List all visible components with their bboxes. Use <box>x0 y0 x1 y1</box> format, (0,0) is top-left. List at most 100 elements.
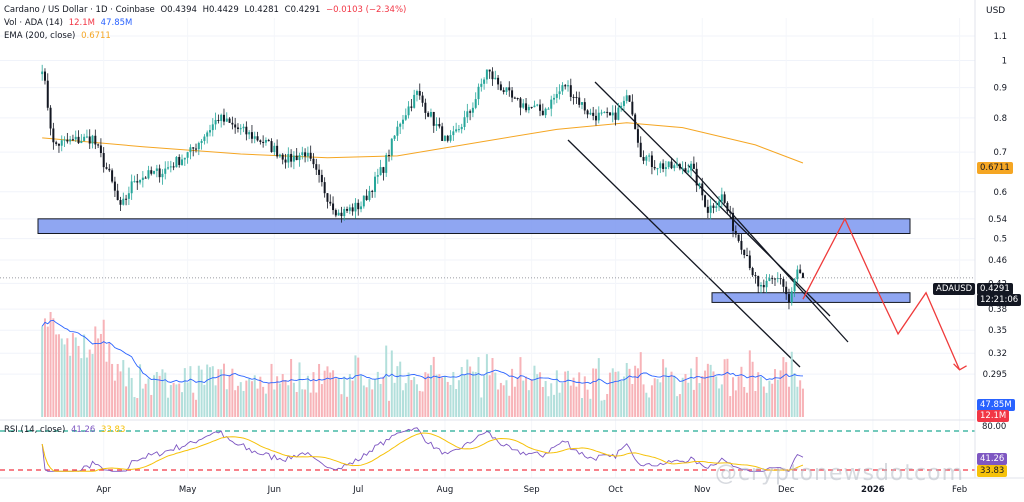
candle-body[interactable] <box>729 211 732 213</box>
candle-body[interactable] <box>292 155 295 162</box>
candle-body[interactable] <box>539 104 542 111</box>
candle-body[interactable] <box>664 167 667 169</box>
candle-body[interactable] <box>234 124 237 128</box>
candle-body[interactable] <box>222 114 225 122</box>
candle-body[interactable] <box>74 136 77 140</box>
candle-body[interactable] <box>66 139 69 142</box>
candle-body[interactable] <box>491 71 494 80</box>
candle-body[interactable] <box>259 140 262 142</box>
candle-body[interactable] <box>326 193 329 202</box>
candle-body[interactable] <box>718 201 721 207</box>
candle-body[interactable] <box>203 136 206 141</box>
candle-body[interactable] <box>382 167 385 173</box>
candle-body[interactable] <box>421 95 424 103</box>
legend-ema-row[interactable]: EMA (200, close) 0.6711 <box>4 31 111 41</box>
candle-body[interactable] <box>569 85 572 97</box>
candle-body[interactable] <box>267 140 270 142</box>
candle-body[interactable] <box>589 112 592 115</box>
candle-body[interactable] <box>782 279 785 287</box>
candle-body[interactable] <box>141 177 144 180</box>
candle-body[interactable] <box>732 212 735 231</box>
candle-body[interactable] <box>676 164 679 166</box>
candle-body[interactable] <box>211 124 214 131</box>
candle-body[interactable] <box>287 153 290 163</box>
candle-body[interactable] <box>130 181 133 194</box>
candle-body[interactable] <box>567 85 570 87</box>
candle-body[interactable] <box>278 154 281 157</box>
candle-body[interactable] <box>650 155 653 167</box>
candle-body[interactable] <box>617 107 620 120</box>
candle-body[interactable] <box>435 124 438 126</box>
candle-body[interactable] <box>787 294 790 303</box>
candle-body[interactable] <box>225 118 228 122</box>
candle-body[interactable] <box>197 142 200 150</box>
candle-body[interactable] <box>192 147 195 149</box>
candle-body[interactable] <box>334 210 337 216</box>
candle-body[interactable] <box>497 77 500 85</box>
candle-body[interactable] <box>681 168 684 170</box>
legend-rsi-row[interactable]: RSI (14, close) 41.26 33.83 <box>4 425 125 435</box>
candle-body[interactable] <box>346 209 349 211</box>
legend-volume-row[interactable]: Vol · ADA (14) 12.1M 47.85M <box>4 18 132 28</box>
candle-body[interactable] <box>102 152 105 168</box>
candle-body[interactable] <box>362 195 365 207</box>
candle-body[interactable] <box>390 138 393 156</box>
candle-body[interactable] <box>477 86 480 100</box>
candle-body[interactable] <box>139 179 142 183</box>
candle-body[interactable] <box>290 153 293 162</box>
candle-body[interactable] <box>256 136 259 141</box>
candle-body[interactable] <box>262 141 265 143</box>
candle-body[interactable] <box>485 69 488 80</box>
candle-body[interactable] <box>580 102 583 105</box>
candle-body[interactable] <box>52 128 55 143</box>
candle-body[interactable] <box>264 140 267 143</box>
candle-body[interactable] <box>43 71 46 81</box>
candle-body[interactable] <box>519 98 522 108</box>
candle-body[interactable] <box>337 212 340 216</box>
candle-body[interactable] <box>189 147 192 153</box>
candle-body[interactable] <box>525 103 528 111</box>
candle-body[interactable] <box>670 161 673 169</box>
candle-body[interactable] <box>88 136 91 144</box>
candle-body[interactable] <box>516 98 519 100</box>
candle-body[interactable] <box>418 91 421 96</box>
candle-body[interactable] <box>385 154 388 173</box>
candle-body[interactable] <box>206 132 209 137</box>
candle-body[interactable] <box>656 168 659 170</box>
candle-body[interactable] <box>208 130 211 133</box>
candle-body[interactable] <box>471 107 474 113</box>
candle-body[interactable] <box>592 112 595 116</box>
candle-body[interactable] <box>449 135 452 141</box>
candle-body[interactable] <box>608 112 611 116</box>
candle-body[interactable] <box>793 279 796 292</box>
candle-body[interactable] <box>765 280 768 288</box>
candle-body[interactable] <box>499 84 502 91</box>
candle-body[interactable] <box>709 205 712 213</box>
candle-body[interactable] <box>122 198 125 205</box>
candle-body[interactable] <box>785 286 788 295</box>
candle-body[interactable] <box>768 278 771 281</box>
candle-body[interactable] <box>236 127 239 129</box>
candle-body[interactable] <box>374 176 377 192</box>
candle-body[interactable] <box>220 114 223 121</box>
candle-body[interactable] <box>438 124 441 127</box>
candle-body[interactable] <box>175 156 178 168</box>
candle-body[interactable] <box>536 104 539 106</box>
candle-body[interactable] <box>127 193 130 199</box>
candle-body[interactable] <box>443 135 446 141</box>
candle-body[interactable] <box>155 168 158 171</box>
projection-path[interactable] <box>802 217 961 371</box>
channel-line[interactable] <box>687 164 849 343</box>
candle-body[interactable] <box>628 95 631 102</box>
candle-body[interactable] <box>690 163 693 171</box>
currency-label[interactable]: USD <box>986 6 1006 16</box>
candle-body[interactable] <box>253 136 256 139</box>
candle-body[interactable] <box>564 85 567 87</box>
candle-body[interactable] <box>760 284 763 287</box>
candle-body[interactable] <box>720 194 723 202</box>
candle-body[interactable] <box>354 202 357 212</box>
candle-body[interactable] <box>550 99 553 109</box>
candle-body[interactable] <box>511 90 514 98</box>
candle-body[interactable] <box>480 83 483 87</box>
candle-body[interactable] <box>71 139 74 141</box>
